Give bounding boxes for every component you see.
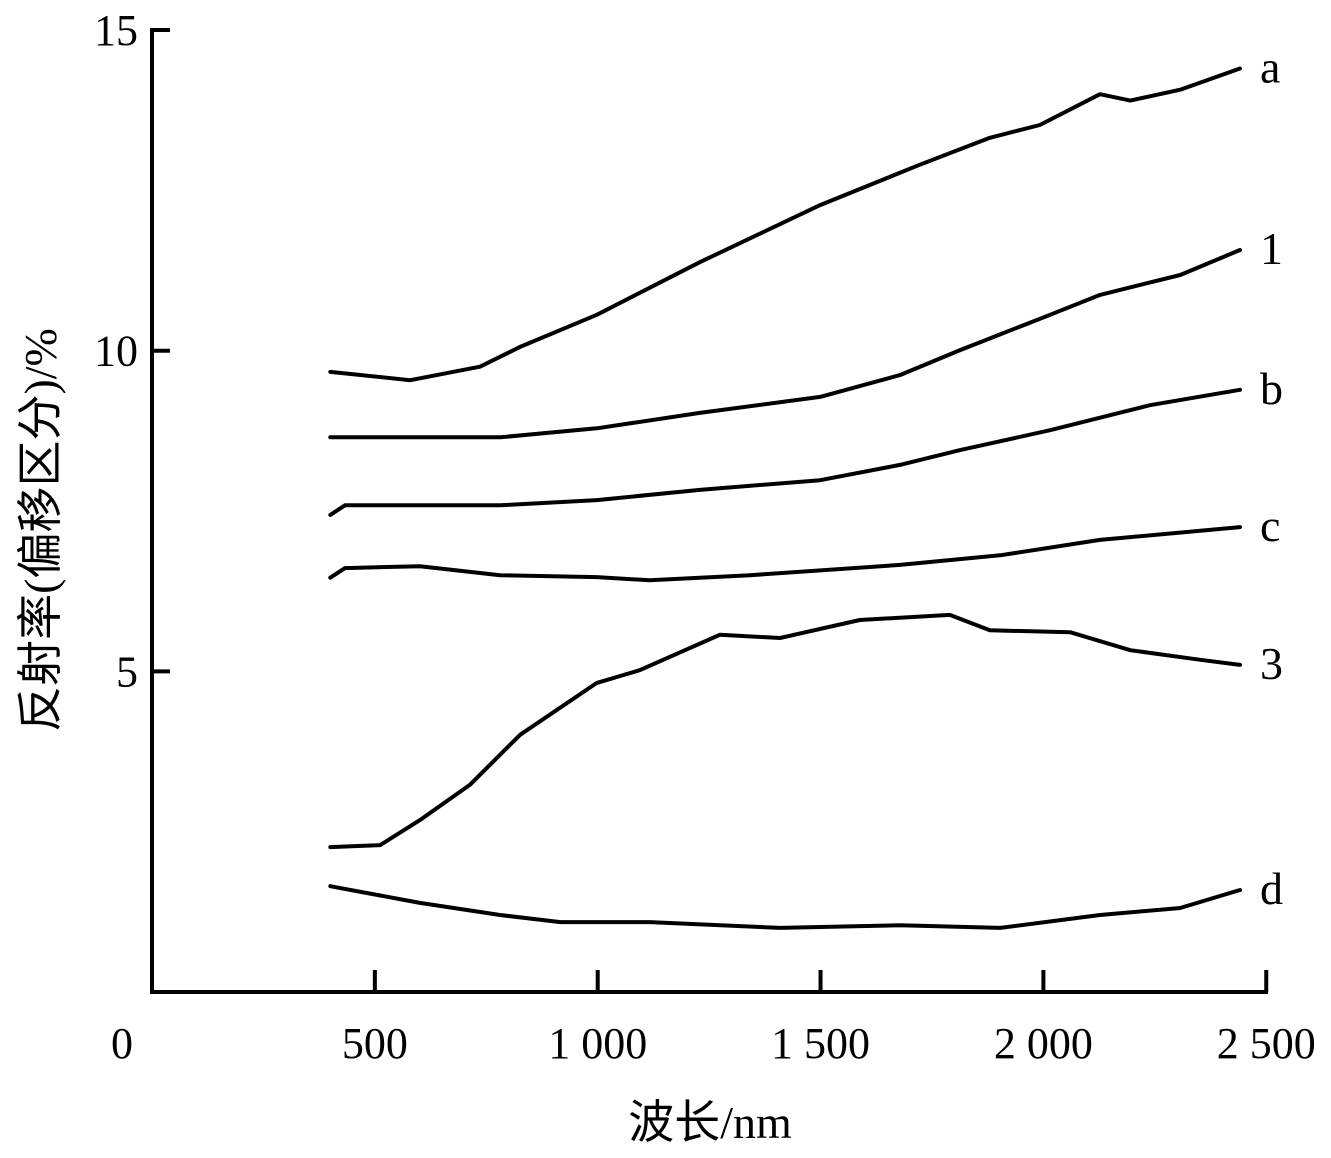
series-label-a: a — [1260, 42, 1280, 93]
series-labels: a 1 b c 3 d — [1260, 42, 1283, 915]
y-tick-label: 10 — [94, 327, 138, 376]
series-line-a — [328, 66, 1242, 383]
x-tick-label: 0 — [111, 1019, 133, 1068]
y-axis-title: 反射率(偏移区分)/% — [15, 328, 66, 732]
axes — [150, 28, 1268, 994]
series-label-c: c — [1260, 500, 1280, 551]
x-ticks: 0 500 1 000 1 500 2 000 2 500 — [111, 970, 1316, 1068]
y-tick-label: 15 — [94, 6, 138, 55]
x-tick-label: 1 500 — [771, 1019, 870, 1068]
x-axis-title: 波长/nm — [628, 1097, 792, 1148]
y-tick-label: 5 — [116, 647, 138, 696]
x-tick-label: 2 000 — [994, 1019, 1093, 1068]
series-line-c — [328, 525, 1242, 583]
series-line-3 — [328, 612, 1242, 850]
series-line-d — [328, 884, 1242, 930]
series-label-b: b — [1260, 363, 1283, 414]
series-lines — [328, 66, 1242, 930]
series-label-1: 1 — [1260, 223, 1283, 274]
y-ticks: 5 10 15 — [94, 6, 170, 696]
x-tick-label: 1 000 — [548, 1019, 647, 1068]
series-line-b — [328, 387, 1242, 517]
series-label-d: d — [1260, 863, 1283, 914]
x-tick-label: 500 — [342, 1019, 408, 1068]
series-label-3: 3 — [1260, 638, 1283, 689]
x-tick-label: 2 500 — [1217, 1019, 1316, 1068]
series-line-1 — [328, 248, 1242, 440]
